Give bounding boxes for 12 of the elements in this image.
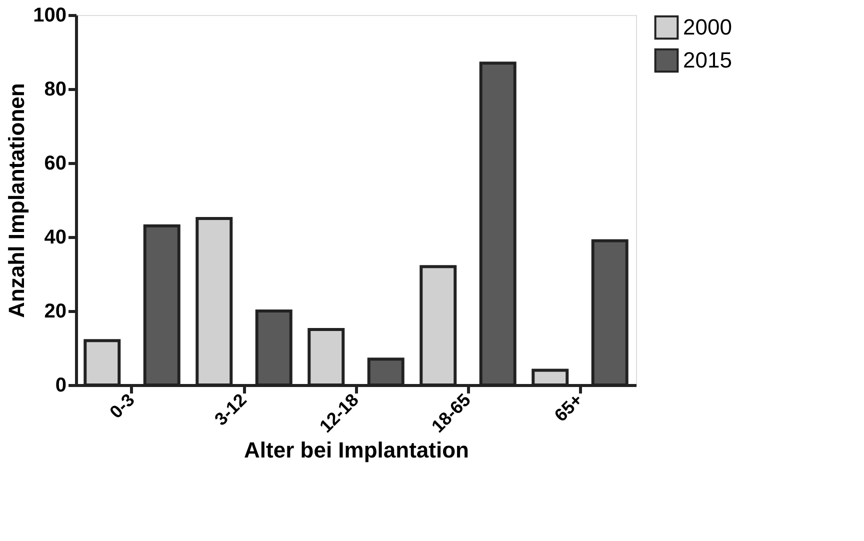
y-tick-label: 0 xyxy=(55,374,66,396)
y-tick-label: 40 xyxy=(44,226,66,248)
legend-label: 2015 xyxy=(683,48,732,72)
x-tick-label: 0-3 xyxy=(106,390,138,422)
y-axis-title: Anzahl Implantationen xyxy=(4,83,30,318)
x-tick-label: 65+ xyxy=(550,390,586,426)
y-tick-label: 80 xyxy=(44,78,66,100)
x-axis-title: Alter bei Implantation xyxy=(244,437,469,462)
y-tick-label: 60 xyxy=(44,152,66,174)
y-tick-label: 100 xyxy=(33,4,66,26)
y-tick-label: 20 xyxy=(44,300,66,322)
legend-label: 2000 xyxy=(683,14,732,40)
